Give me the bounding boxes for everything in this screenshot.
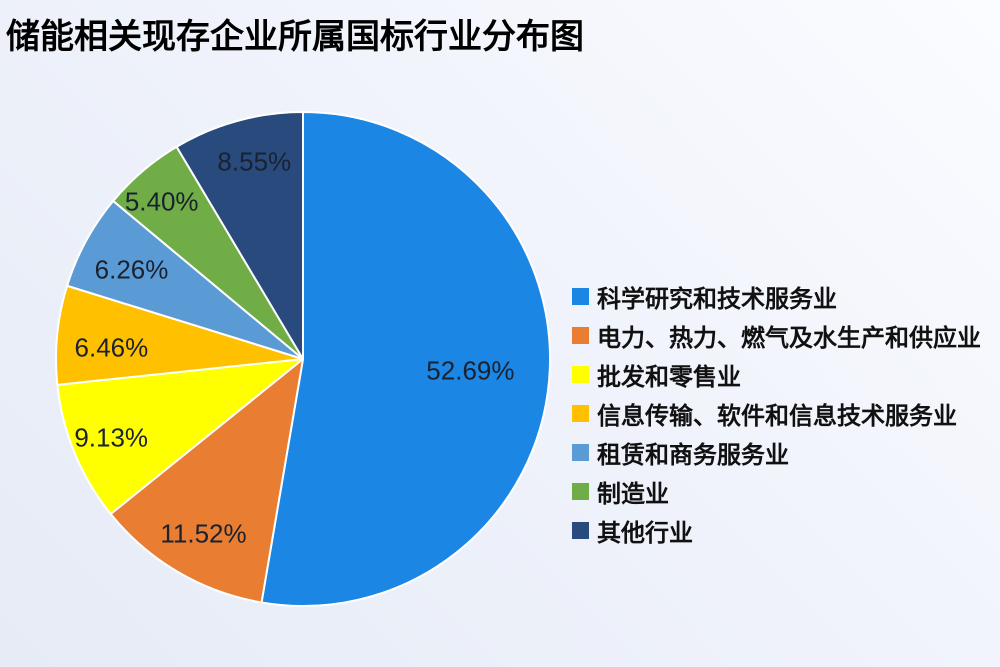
legend-swatch-5 <box>572 444 589 461</box>
legend-label-2: 电力、热力、燃气及水生产和供应业 <box>597 325 981 352</box>
legend: 科学研究和技术服务业电力、热力、燃气及水生产和供应业 批发和零售业信息传输、软件和… <box>572 277 981 550</box>
legend-swatch-6 <box>572 483 589 500</box>
legend-item-2: 电力、热力、燃气及水生产和供应业 <box>572 316 981 355</box>
legend-swatch-7 <box>572 522 589 539</box>
legend-label-4: 信息传输、软件和信息技术服务业 <box>597 403 957 430</box>
pie-slice-1 <box>260 111 552 607</box>
pie-slice-3 <box>56 358 304 515</box>
legend-swatch-1 <box>572 288 589 305</box>
legend-item-1: 科学研究和技术服务业 <box>572 277 981 316</box>
legend-swatch-3 <box>572 366 589 383</box>
legend-item-4: 信息传输、软件和信息技术服务业 <box>572 394 981 433</box>
legend-label-5: 租赁和商务服务业 <box>597 442 789 469</box>
pie-slice-7 <box>175 111 304 360</box>
legend-item-6: 制造业 <box>572 472 981 511</box>
pie-slice-2 <box>109 358 304 604</box>
legend-swatch-4 <box>572 405 589 422</box>
legend-label-1: 科学研究和技术服务业 <box>597 286 837 313</box>
legend-label-3: 批发和零售业 <box>597 364 741 391</box>
legend-item-5: 租赁和商务服务业 <box>572 433 981 472</box>
legend-label-6: 制造业 <box>597 481 669 508</box>
legend-swatch-2 <box>572 327 589 344</box>
chart-title: 储能相关现存企业所属国标行业分布图 <box>6 18 584 56</box>
legend-item-7: 其他行业 <box>572 511 981 550</box>
legend-label-7: 其他行业 <box>597 520 693 547</box>
legend-item-3: 批发和零售业 <box>572 355 981 394</box>
